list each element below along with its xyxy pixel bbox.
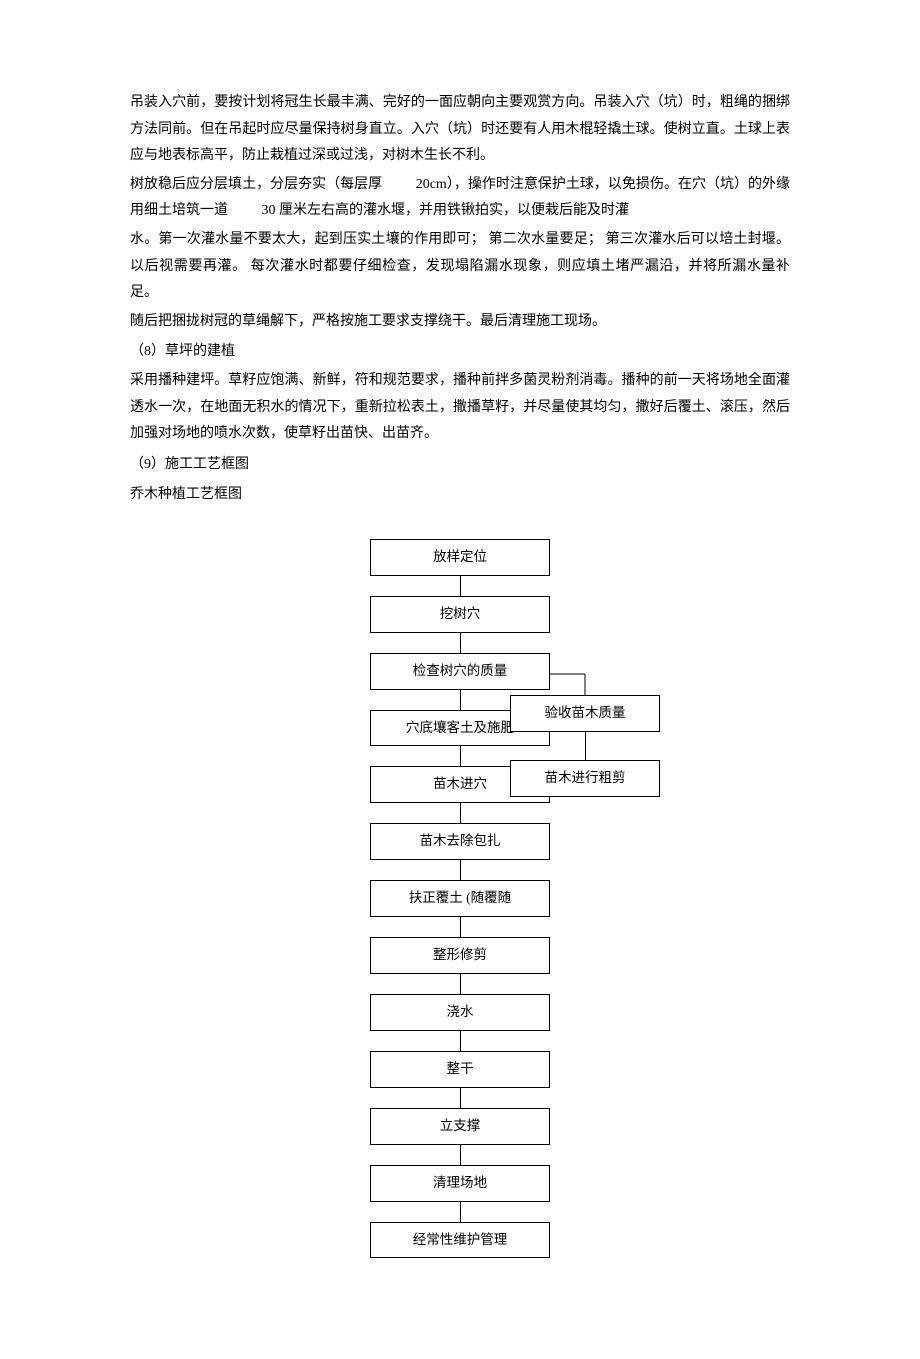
flow-node-0: 放样定位 [370, 539, 550, 576]
flow-node-7: 整形修剪 [370, 937, 550, 974]
flow-side-node-0: 验收苗木质量 [510, 695, 660, 732]
flow-node-5: 苗木去除包扎 [370, 823, 550, 860]
flow-connector [460, 633, 461, 653]
paragraph-1: 吊装入穴前，要按计划将冠生长最丰满、完好的一面应朝向主要观赏方向。吊装入穴（坑）… [130, 90, 790, 170]
flow-node-11: 清理场地 [370, 1165, 550, 1202]
paragraph-5: 采用播种建坪。草籽应饱满、新鲜，符和规范要求，播种前拌多菌灵粉剂消毒。播种的前一… [130, 368, 790, 448]
flow-connector [460, 1031, 461, 1051]
flowchart-title: 乔木种植工艺框图 [130, 482, 790, 509]
flow-connector [460, 1145, 461, 1165]
section-8-label: （8）草坪的建植 [130, 339, 790, 366]
p2-num-20 [386, 177, 416, 192]
flow-connector [460, 860, 461, 880]
flow-connector [460, 1202, 461, 1222]
paragraph-2: 树放稳后应分层填土，分层夯实（每层厚 20cm），操作时注意保护土球，以免损伤。… [130, 172, 790, 225]
flow-connector [460, 746, 461, 766]
flow-side-node-1: 苗木进行粗剪 [510, 760, 660, 797]
flow-connector [460, 690, 461, 710]
p2-part-c: 30 厘米左右高的灌水堰，并用铁锹拍实，以便栽后能及时灌 [262, 203, 630, 218]
flowchart-container: 放样定位 挖树穴 检查树穴的质量 穴底壤客土及施肥 苗木进穴 苗木去除包扎 扶正… [130, 539, 790, 1259]
flowchart-main-column: 放样定位 挖树穴 检查树穴的质量 穴底壤客土及施肥 苗木进穴 苗木去除包扎 扶正… [250, 539, 670, 1259]
p2-num-30 [232, 203, 262, 218]
flow-connector [460, 803, 461, 823]
flow-side-connector [585, 732, 586, 760]
flow-node-12: 经常性维护管理 [370, 1222, 550, 1259]
flow-node-2: 检查树穴的质量 [370, 653, 550, 690]
paragraph-4: 随后把捆拢树冠的草绳解下，严格按施工要求支撑绕干。最后清理施工现场。 [130, 309, 790, 336]
flow-connector [460, 974, 461, 994]
flow-node-1: 挖树穴 [370, 596, 550, 633]
section-9-label: （9）施工工艺框图 [130, 452, 790, 479]
flow-node-9: 整干 [370, 1051, 550, 1088]
flow-node-6: 扶正覆土 (随覆随 [370, 880, 550, 917]
flow-connector [460, 917, 461, 937]
flow-node-10: 立支撑 [370, 1108, 550, 1145]
flow-connector [460, 1088, 461, 1108]
paragraph-3: 水。第一次灌水量不要太大，起到压实土壤的作用即可； 第二次水量要足； 第三次灌水… [130, 227, 790, 307]
p2-part-a: 树放稳后应分层填土，分层夯实（每层厚 [130, 177, 382, 192]
flow-node-8: 浇水 [370, 994, 550, 1031]
flow-connector [460, 576, 461, 596]
